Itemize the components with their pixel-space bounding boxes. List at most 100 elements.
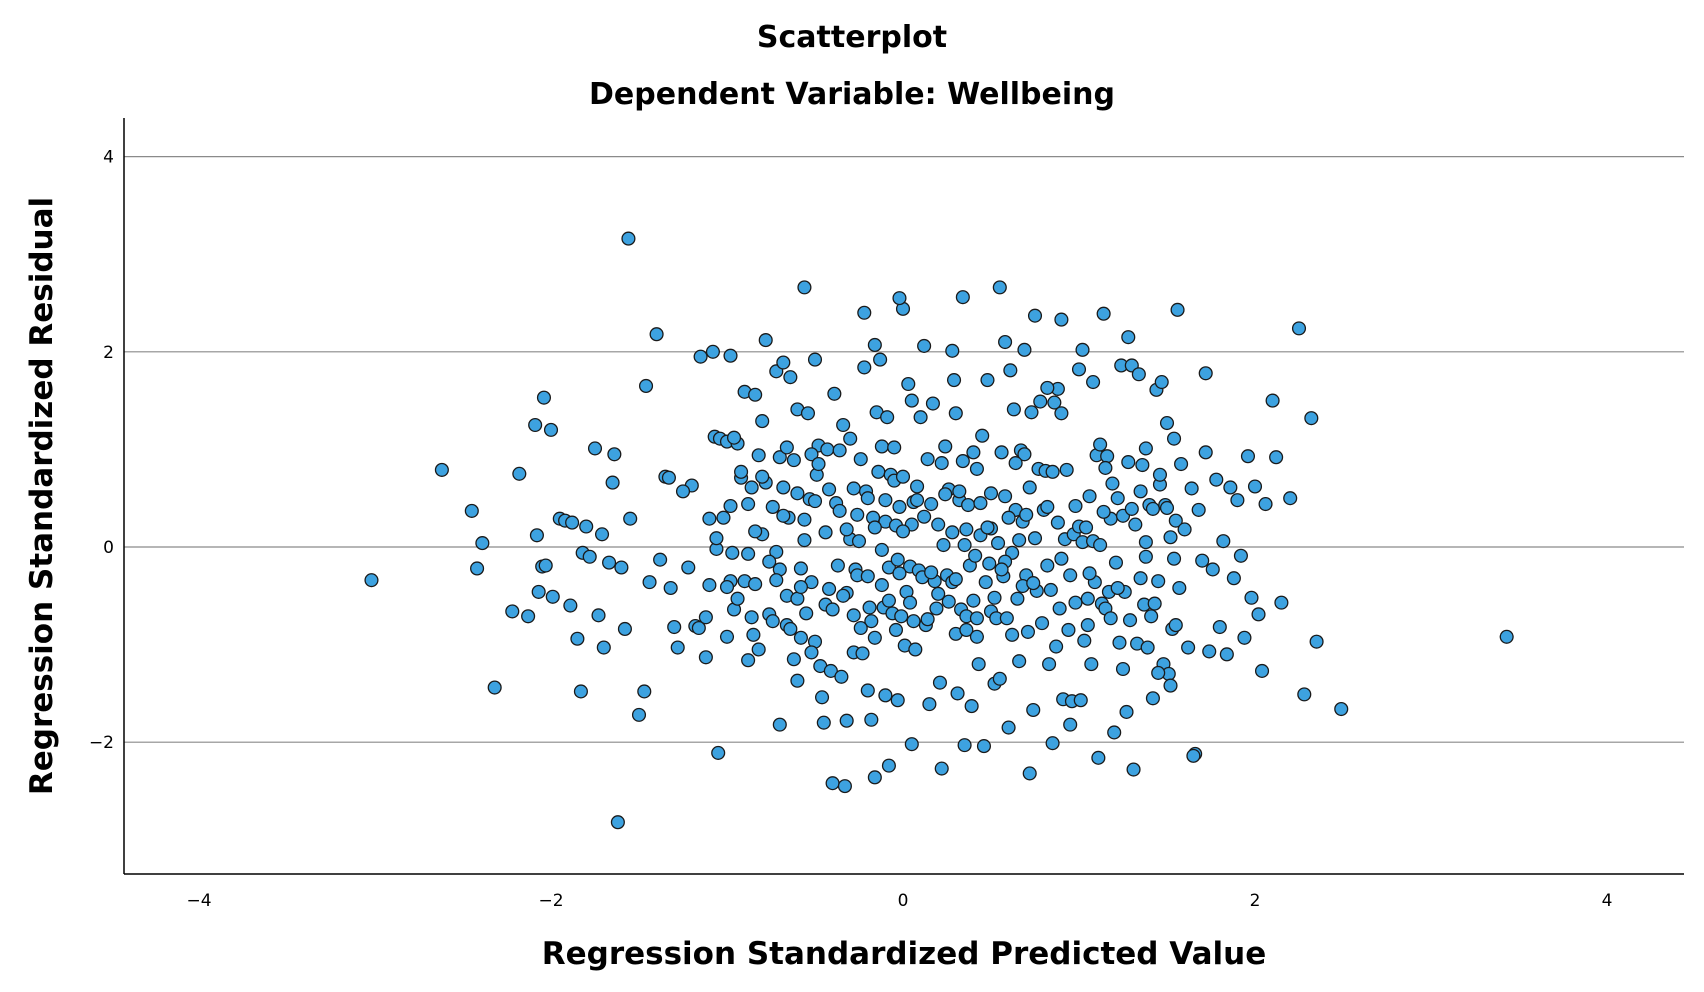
data-point [621,231,636,246]
data-point [748,387,763,402]
data-point [1068,498,1083,514]
data-point [538,558,553,573]
data-point [971,657,986,672]
data-point [637,684,652,699]
data-point [1152,467,1168,482]
data-point [1140,640,1155,655]
data-point [934,456,949,471]
data-point [1082,489,1097,504]
data-point [797,533,812,548]
data-point [1112,635,1127,650]
data-point [1170,302,1185,317]
y-axis-label: Regression Standardized Residual [24,197,60,795]
data-point [904,737,919,752]
data-point [1012,654,1027,669]
data-point [758,333,773,348]
data-point [1059,462,1074,477]
axes [123,118,1684,875]
data-point [505,604,520,619]
data-point [573,684,588,699]
data-point [1145,501,1160,516]
data-point [881,593,896,608]
data-point [1209,472,1224,487]
data-point [867,630,882,645]
data-point [711,745,726,760]
data-point [1003,363,1018,378]
data-point [1026,702,1041,718]
data-point [920,612,935,627]
data-point [1265,393,1280,408]
data-point [873,352,888,367]
data-point [793,579,808,595]
data-point [990,536,1006,551]
data-point [839,713,854,728]
data-point [1233,548,1248,563]
data-point [1237,630,1252,645]
data-point [994,445,1009,460]
data-point [769,544,784,559]
data-point [1168,513,1183,528]
data-point [878,688,893,703]
data-point [1254,663,1270,679]
data-point [820,442,835,457]
data-point [1198,366,1213,381]
data-point [579,519,594,534]
data-point [470,561,485,576]
data-point [1071,362,1087,377]
data-point [1122,613,1138,628]
data-point [529,528,544,543]
data-point [719,629,735,644]
data-point [901,376,916,392]
tick-labels: −2 0 2 4 −4 −2 0 2 4 [89,148,1612,911]
data-point [816,715,831,730]
data-point [475,536,490,551]
data-point [748,577,763,592]
data-point [1186,748,1201,763]
data-point [748,524,763,539]
data-point [1045,736,1060,751]
data-point [1304,411,1319,426]
data-point [726,430,742,445]
data-point [751,448,766,463]
data-point [874,542,889,557]
data-point [570,631,585,646]
data-point [702,578,717,593]
data-point [800,406,816,421]
data-point [1054,312,1069,327]
data-point [1174,456,1189,472]
data-point [904,393,919,408]
data-point [825,602,840,617]
data-point [1135,457,1150,473]
data-point [1086,375,1101,390]
data-point [1084,657,1099,672]
data-point [1040,499,1055,515]
data-point [1283,491,1298,506]
data-point [867,520,882,535]
data-point [783,621,798,637]
y-tick-label: −2 [89,733,114,753]
data-point [860,683,875,698]
data-point [1133,571,1148,586]
data-point [983,486,999,501]
data-point [1212,619,1227,635]
data-point [1033,394,1048,409]
data-point [832,503,847,518]
data-point [693,349,708,364]
data-point [966,445,981,460]
data-point [1198,445,1213,460]
data-point [744,480,759,495]
data-point [1121,330,1136,345]
data-point [945,343,960,358]
data-point [992,671,1007,686]
data-point [1159,415,1175,431]
data-point [857,360,872,375]
data-point [924,565,939,580]
data-point [1202,644,1217,659]
data-point [1093,537,1108,553]
data-point [545,589,560,604]
data-point [642,575,657,590]
data-point [1147,596,1162,611]
data-point [892,499,907,515]
data-point [880,410,895,425]
